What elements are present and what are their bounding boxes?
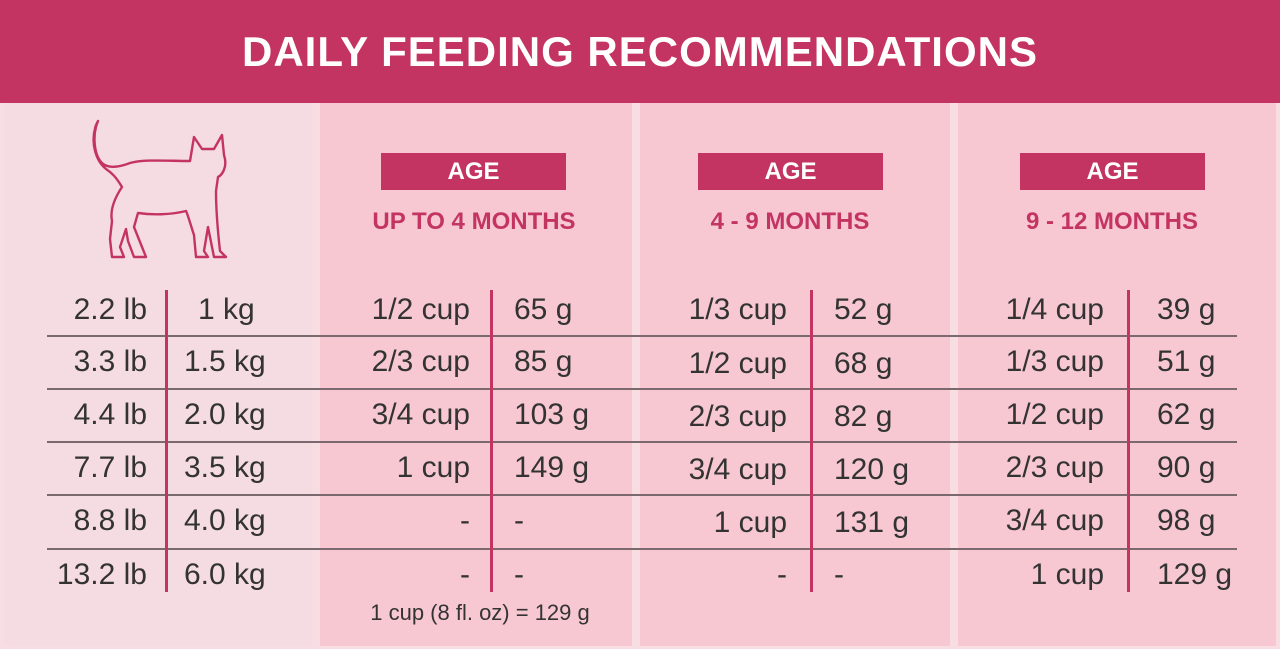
weight-kg: 4.0 kg <box>184 504 266 537</box>
cat-outline-icon <box>92 119 228 259</box>
grams-age-2: 82 g <box>834 400 893 433</box>
cups-age-2: 1 cup <box>713 506 787 539</box>
cups-age-1: 1/2 cup <box>371 293 470 326</box>
column-divider <box>490 290 493 592</box>
grams-age-3: 62 g <box>1157 398 1216 431</box>
cups-age-2: 1/3 cup <box>688 293 787 326</box>
grams-age-1: 103 g <box>514 398 590 431</box>
cups-age-2: 2/3 cup <box>688 400 787 433</box>
age-badge-3: AGE <box>1020 153 1205 190</box>
weight-kg: 2.0 kg <box>184 398 266 431</box>
age-panel-3 <box>958 103 1276 646</box>
age-panel-2 <box>640 103 950 646</box>
grams-age-2: 131 g <box>834 506 910 539</box>
age-panel-1 <box>320 103 632 646</box>
row-divider <box>47 548 1237 550</box>
cups-age-3: 1/2 cup <box>1005 398 1104 431</box>
grams-age-2: - <box>834 558 844 591</box>
grams-age-1: 65 g <box>514 293 573 326</box>
weight-lb: 2.2 lb <box>73 293 147 326</box>
cups-age-1: 2/3 cup <box>371 345 470 378</box>
grams-age-3: 51 g <box>1157 345 1216 378</box>
cups-age-2: - <box>777 558 787 591</box>
row-divider <box>47 388 1237 390</box>
cups-age-1: - <box>460 558 470 591</box>
title-banner: DAILY FEEDING RECOMMENDATIONS <box>0 0 1280 103</box>
row-divider <box>47 335 1237 337</box>
weight-kg: 6.0 kg <box>184 558 266 591</box>
weight-kg: 3.5 kg <box>184 451 266 484</box>
grams-age-1: - <box>514 504 524 537</box>
weight-lb: 4.4 lb <box>73 398 147 431</box>
cup-conversion-note: 1 cup (8 fl. oz) = 129 g <box>370 600 590 625</box>
grams-age-3: 129 g <box>1157 558 1233 591</box>
age-range-3: 9 - 12 MONTHS <box>1025 208 1199 235</box>
grams-age-3: 98 g <box>1157 504 1216 537</box>
grams-age-2: 120 g <box>834 453 910 486</box>
weight-lb: 3.3 lb <box>73 345 147 378</box>
grams-age-1: 85 g <box>514 345 573 378</box>
cups-age-1: - <box>460 504 470 537</box>
weight-lb: 8.8 lb <box>73 504 147 537</box>
column-divider <box>810 290 813 592</box>
grams-age-3: 90 g <box>1157 451 1216 484</box>
grams-age-1: - <box>514 558 524 591</box>
grams-age-1: 149 g <box>514 451 590 484</box>
weight-kg: 1.5 kg <box>184 345 266 378</box>
cups-age-3: 1 cup <box>1030 558 1104 591</box>
grams-age-3: 39 g <box>1157 293 1216 326</box>
age-range-2: 4 - 9 MONTHS <box>710 208 870 235</box>
cups-age-2: 3/4 cup <box>688 453 787 486</box>
column-divider <box>165 290 168 592</box>
weight-lb: 13.2 lb <box>56 558 147 591</box>
cups-age-1: 1 cup <box>396 451 470 484</box>
cups-age-3: 3/4 cup <box>1005 504 1104 537</box>
grams-age-2: 68 g <box>834 347 893 380</box>
weight-lb: 7.7 lb <box>73 451 147 484</box>
page-title: DAILY FEEDING RECOMMENDATIONS <box>242 27 1038 75</box>
column-divider <box>1127 290 1130 592</box>
cups-age-1: 3/4 cup <box>371 398 470 431</box>
weight-panel <box>4 103 312 646</box>
age-range-1: UP TO 4 MONTHS <box>372 208 576 235</box>
age-badge-1: AGE <box>381 153 566 190</box>
age-badge-2: AGE <box>698 153 883 190</box>
cups-age-3: 1/3 cup <box>1005 345 1104 378</box>
cups-age-3: 2/3 cup <box>1005 451 1104 484</box>
row-divider <box>47 494 1237 496</box>
grams-age-2: 52 g <box>834 293 893 326</box>
cups-age-2: 1/2 cup <box>688 347 787 380</box>
cups-age-3: 1/4 cup <box>1005 293 1104 326</box>
weight-kg: 1 kg <box>198 293 255 326</box>
row-divider <box>47 441 1237 443</box>
